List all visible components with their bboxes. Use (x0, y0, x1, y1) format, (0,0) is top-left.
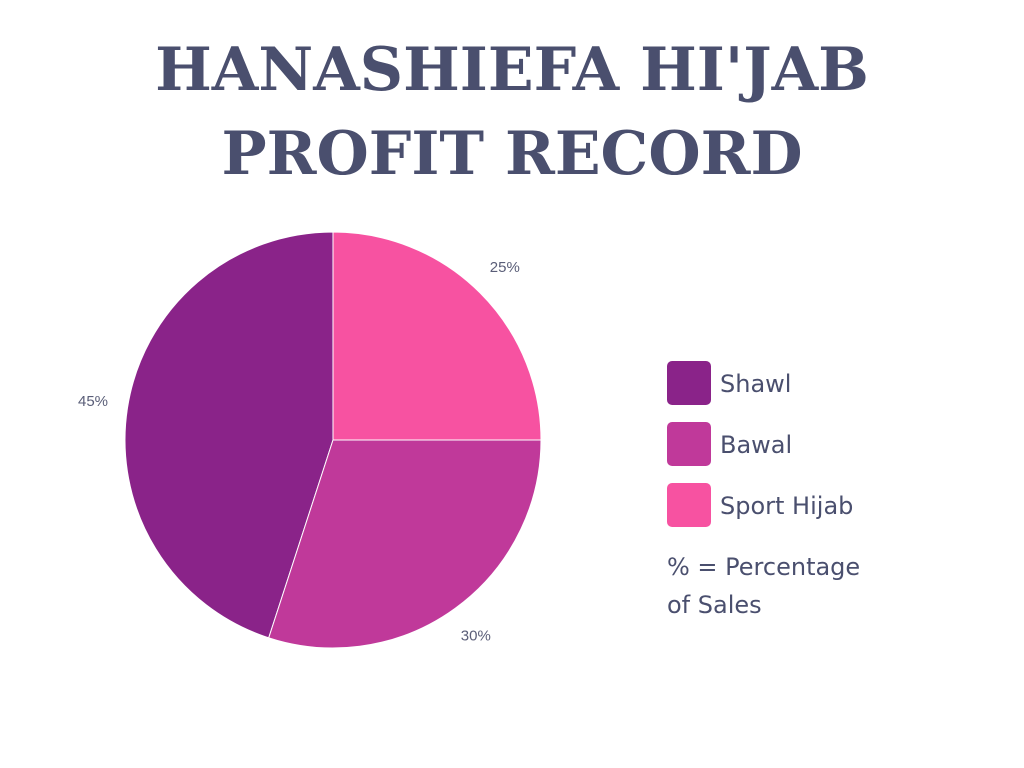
chart-legend: Shawl Bawal Sport Hijab (667, 361, 997, 544)
pie-slice-shawl (124, 231, 334, 639)
chart-title-line-2: PROFIT RECORD (221, 119, 803, 189)
legend-label-sport-hijab: Sport Hijab (720, 492, 854, 520)
percentage-note: % = Percentage of Sales (667, 548, 1007, 624)
data-label-sport-hijab: 25% (490, 259, 520, 276)
data-label-shawl: 45% (78, 393, 108, 410)
legend-swatch-sport-hijab (667, 483, 711, 527)
pie-slice-sport-hijab (332, 231, 542, 441)
percentage-note-line-1: % = Percentage (667, 553, 861, 581)
chart-title-line-1: HANASHIEFA HI'JAB (155, 35, 869, 105)
legend-item-shawl: Shawl (667, 361, 997, 405)
data-label-bawal: 30% (461, 628, 491, 645)
pie-slice-bawal (268, 439, 542, 649)
legend-swatch-shawl (667, 361, 711, 405)
legend-label-bawal: Bawal (720, 431, 793, 459)
chart-title: HANASHIEFA HI'JAB PROFIT RECORD (0, 28, 1024, 196)
percentage-note-line-2: of Sales (667, 591, 762, 619)
legend-swatch-bawal (667, 422, 711, 466)
legend-item-bawal: Bawal (667, 422, 997, 466)
legend-item-sport-hijab: Sport Hijab (667, 483, 997, 527)
legend-label-shawl: Shawl (720, 370, 792, 398)
